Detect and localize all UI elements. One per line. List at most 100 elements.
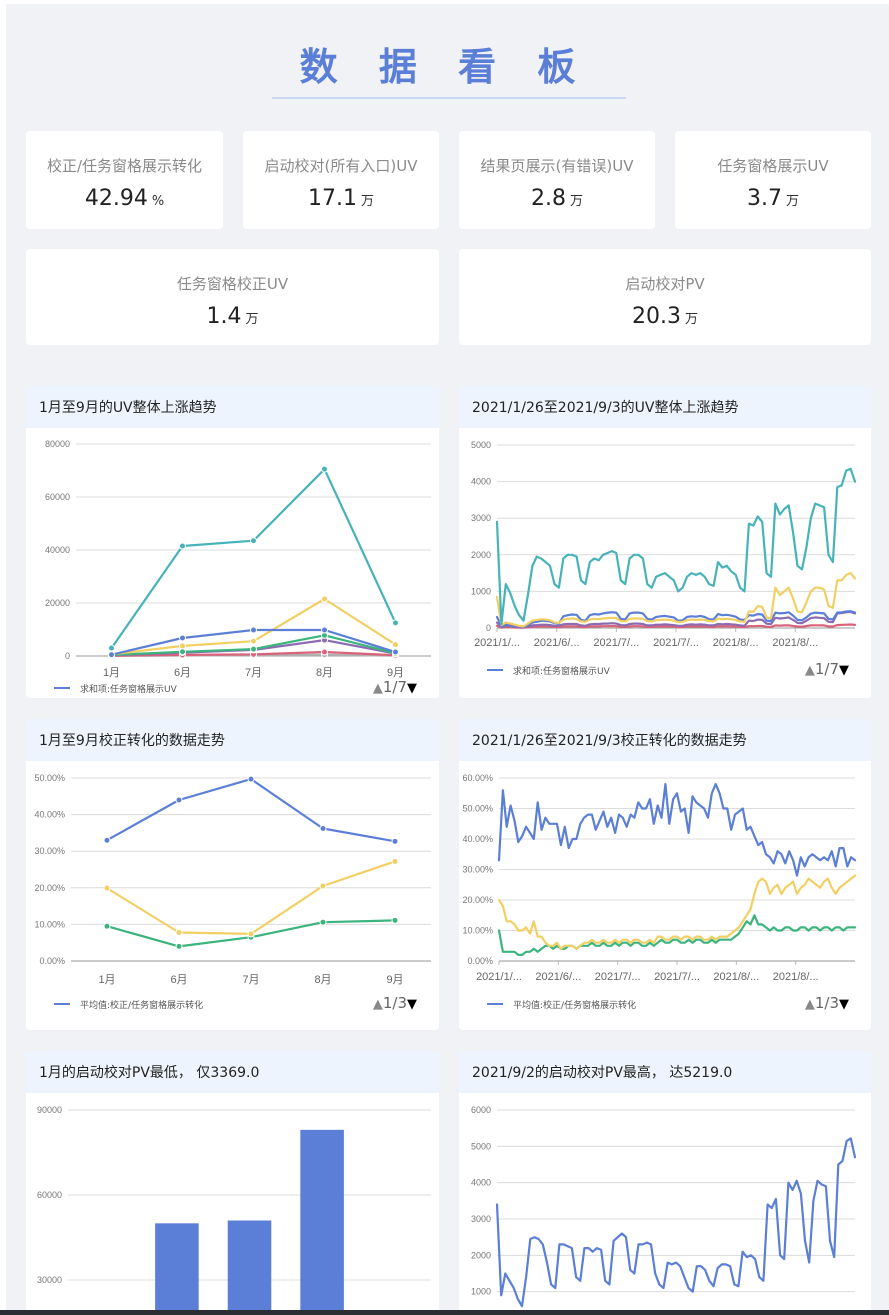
chart-legend[interactable]: 平均值:校正/任务窗格展示转化 ▲1/3▼ [26,994,439,1014]
pager-up-icon[interactable]: ▲ [804,663,815,678]
kpi-number: 17.1 [308,186,357,211]
y-tick-label: 90000 [37,1105,62,1115]
pager-down-icon[interactable]: ▼ [839,663,849,678]
bar [300,1129,344,1315]
chart-legend[interactable]: 求和项:任务窗格展示UV ▲1/7▼ [26,678,439,698]
pv-daily-line-chart[interactable]: 1000 2000 3000 4000 5000 6000 [459,1093,871,1315]
x-tick-label: 6月 [170,974,187,986]
kpi-number: 1.4 [206,304,242,329]
legend-label: 求和项:任务窗格展示UV [80,685,177,695]
x-tick-label: 2021/8/... [773,971,819,983]
y-tick-label: 3000 [471,1214,491,1224]
x-tick-label: 2021/8/... [772,637,818,649]
legend-pager[interactable]: ▲1/7▼ [373,678,417,696]
kpi-value: 3.7 万 [675,186,871,211]
kpi-label: 启动校对(所有入口)UV [264,157,418,175]
chart-legend[interactable]: 平均值:校正/任务窗格展示转化 ▲1/3▼ [459,994,871,1014]
data-point [319,882,327,890]
y-tick-label: 20.00% [462,895,493,905]
series-line [495,610,857,629]
legend-swatch [487,1003,503,1005]
legend-pager[interactable]: ▲1/3▼ [373,994,417,1012]
data-point [321,465,328,473]
x-tick-label: 2021/7/... [654,971,700,983]
uv-month-line-chart[interactable]: 0 20000 40000 60000 80000 1月 6月 7月 8月 9月 [26,428,439,678]
data-point [319,825,327,833]
kpi-unit: 万 [569,194,583,209]
pv-month-bar-chart[interactable]: 30000 60000 90000 [26,1093,439,1315]
y-tick-label: 30.00% [34,846,65,856]
data-point [179,542,186,550]
data-point [250,626,257,634]
chart-card-pv-month: 1月的启动校对PV最低， 仅3369.0 30000 60000 90000 [26,1051,439,1315]
bar [227,1220,272,1315]
y-tick-label: 1000 [471,586,491,596]
legend-swatch [54,1003,70,1005]
data-point [391,916,399,924]
chart-legend[interactable]: 求和项:任务窗格展示UV ▲1/7▼ [459,660,871,680]
y-tick-label: 60.00% [462,773,493,783]
x-tick-label: 1月 [103,667,120,678]
series-line [105,860,397,935]
pager-up-icon[interactable]: ▲ [372,681,383,696]
pager-down-icon[interactable]: ▼ [839,997,849,1012]
series-line [110,468,397,650]
data-point [175,942,183,950]
y-tick-label: 80000 [45,439,70,449]
y-tick-label: 3000 [471,513,491,523]
legend-pager[interactable]: ▲1/7▼ [805,660,849,678]
x-tick-label: 2021/7/... [595,971,641,983]
data-point [179,634,186,642]
rate-daily-line-chart[interactable]: 0.00% 10.00% 20.00% 30.00% 40.00% 50.00% 60.00… [459,761,871,991]
x-tick-label: 7月 [245,667,262,678]
kpi-unit: 万 [360,194,374,209]
x-tick-label: 2021/1/... [476,971,522,983]
data-point [321,595,328,603]
data-point [108,651,115,659]
x-tick-label: 2021/7/... [593,637,639,649]
y-tick-label: 50.00% [462,804,493,814]
y-tick-label: 6000 [471,1105,491,1115]
pager-down-icon[interactable]: ▼ [407,997,417,1012]
data-point [391,837,399,845]
y-tick-label: 2000 [471,1250,491,1260]
pager-down-icon[interactable]: ▼ [407,681,417,696]
chart-card-uv-daily: 2021/1/26至2021/9/3的UV整体上涨趋势 0 1000 2000 300… [459,386,871,698]
x-tick-label: 2021/6/... [534,637,580,649]
kpi-card-correction-uv: 任务窗格校正UV 1.4 万 [26,249,439,345]
legend-pager[interactable]: ▲1/3▼ [805,994,849,1012]
pager-up-icon[interactable]: ▲ [372,997,383,1012]
pager-text: 1/3 [382,994,407,1012]
top-border [0,0,889,4]
kpi-card-launch-pv: 启动校对PV 20.3 万 [459,249,871,345]
y-tick-label: 60000 [37,1190,62,1200]
chart-card-rate-month: 1月至9月校正转化的数据走势 0.00% 10.00% 20.00% 30.00% 40… [26,719,439,1030]
legend-label: 平均值:校正/任务窗格展示转化 [80,1001,204,1011]
x-tick-label: 8月 [314,974,331,986]
kpi-value: 1.4 万 [26,304,439,329]
y-tick-label: 0.00% [467,956,493,966]
data-point [321,648,328,656]
kpi-card-pane-uv: 任务窗格展示UV 3.7 万 [675,131,871,229]
data-point [392,619,399,627]
series-line [497,914,857,956]
x-tick-label: 2021/8/... [713,637,759,649]
kpi-label: 任务窗格校正UV [176,275,289,293]
x-tick-label: 1月 [98,974,115,986]
x-tick-label: 2021/8/... [713,971,759,983]
pager-text: 1/3 [814,994,839,1012]
kpi-number: 3.7 [746,186,782,211]
rate-month-line-chart[interactable]: 0.00% 10.00% 20.00% 30.00% 40.00% 50.00% 1月 6月 7… [26,761,439,991]
y-tick-label: 50.00% [34,773,65,783]
uv-daily-line-chart[interactable]: 0 1000 2000 3000 4000 5000 2021/1/... 2021/6/..… [459,428,871,678]
kpi-card-launch-uv: 启动校对(所有入口)UV 17.1 万 [243,131,439,229]
data-point [392,641,399,649]
kpi-label: 启动校对PV [625,275,705,293]
data-point [179,642,186,650]
kpi-number: 20.3 [632,304,681,329]
kpi-label: 任务窗格展示UV [717,157,829,175]
pager-up-icon[interactable]: ▲ [804,997,815,1012]
y-tick-label: 1000 [471,1287,491,1297]
kpi-card-result-uv: 结果页展示(有错误)UV 2.8 万 [459,131,655,229]
data-point [175,796,183,804]
